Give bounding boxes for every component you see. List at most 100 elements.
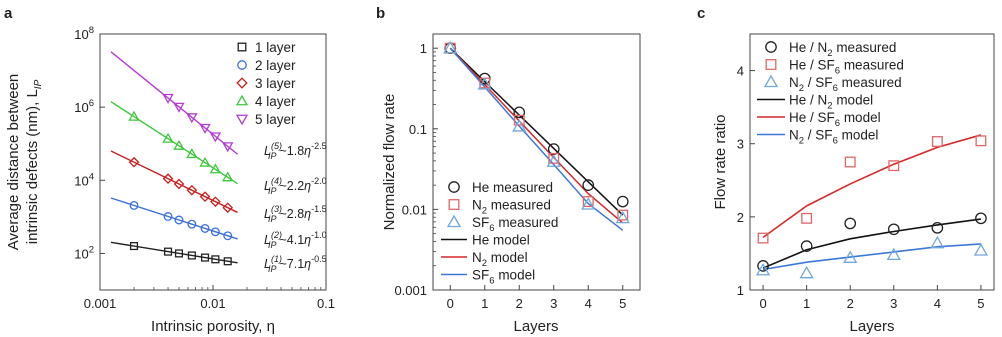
panel-c-markers <box>755 135 989 279</box>
fit-line-1-layer <box>110 241 238 264</box>
data-point <box>975 135 987 147</box>
data-point <box>615 210 630 224</box>
data-point <box>200 253 210 262</box>
data-point <box>513 106 526 119</box>
legend-marker <box>448 199 460 210</box>
x-tick-label: 0.01 <box>200 296 225 311</box>
x-tick-label: 1 <box>481 296 488 311</box>
data-point <box>128 156 140 168</box>
data-point <box>844 156 856 168</box>
data-point <box>200 223 210 233</box>
data-point <box>187 219 197 229</box>
panel-a-legend: 1 layer 2 layer 3 layer 4 layer 5 layer <box>235 40 296 127</box>
fit-equation: L(3) IP ~2.8η-1.5 <box>264 204 327 224</box>
fit-line-3-layer <box>110 150 238 214</box>
legend-label: He / SF6 model <box>789 110 881 129</box>
panel-c-model-lines <box>762 134 982 271</box>
legend-label: He / N2 model <box>789 93 873 112</box>
panel-a: a 0.001 0.01 0.1 102 104 106 108 1 layer 2 laye… <box>4 5 335 335</box>
panel-b: b 0 1 2 3 4 5 0.001 0.01 0.1 1 He measured N2 meas… <box>376 5 641 335</box>
panel-b-ticks: 0 1 2 3 4 5 0.001 0.01 0.1 1 <box>394 41 626 311</box>
data-point <box>199 156 211 167</box>
y-tick-label: 104 <box>74 171 94 188</box>
panel-c-xlabel: Layers <box>849 318 894 335</box>
x-tick-label: 4 <box>934 296 941 311</box>
panel-a-ylabel-line1: Average distance between <box>5 74 22 251</box>
data-point <box>477 77 492 90</box>
data-point <box>800 240 813 252</box>
data-point <box>443 40 458 54</box>
legend-label: He / SF6 measured <box>789 58 904 77</box>
legend-label: He model <box>472 233 530 248</box>
data-point <box>223 257 232 266</box>
model-line <box>449 47 624 216</box>
panel-a-ticks: 0.001 0.01 0.1 102 104 106 108 <box>74 25 335 311</box>
data-point <box>173 139 185 150</box>
y-tick-label: 1 <box>737 283 744 298</box>
data-point <box>163 212 173 221</box>
legend-label: 2 layer <box>255 58 296 73</box>
legend-marker <box>448 181 460 193</box>
data-point <box>187 251 196 260</box>
y-tick-label: 0.001 <box>394 283 427 298</box>
legend-label: N2 / SF6 measured <box>789 75 902 94</box>
panel-b-markers <box>443 40 630 224</box>
data-point <box>548 152 560 164</box>
x-tick-label: 1 <box>803 296 810 311</box>
data-point <box>129 242 139 251</box>
legend-marker <box>763 74 779 88</box>
data-point <box>163 247 173 256</box>
data-point <box>547 143 560 155</box>
y-tick-label: 0.1 <box>409 122 427 137</box>
legend-marker <box>765 59 777 70</box>
data-point <box>174 215 184 225</box>
legend-label: N2 / SF6 model <box>789 128 878 147</box>
y-tick-label: 2 <box>737 210 744 225</box>
fit-equation: L(4) IP ~2.2η-2.0 <box>264 176 327 196</box>
data-point <box>186 184 198 196</box>
data-point <box>222 142 234 153</box>
panel-b-axes <box>432 33 641 291</box>
data-point <box>199 123 211 134</box>
data-point <box>211 255 220 264</box>
legend-marker <box>236 77 248 89</box>
data-point <box>887 223 900 236</box>
panel-a-label: a <box>4 5 13 22</box>
panel-b-xlabel: Layers <box>513 318 558 335</box>
y-tick-label: 4 <box>737 64 744 79</box>
fit-equation: L(5) IP ~1.8η-2.5 <box>264 141 327 161</box>
legend-label: SF6 measured <box>472 215 558 234</box>
data-point <box>799 265 814 279</box>
data-point <box>162 93 174 104</box>
data-point <box>162 132 174 143</box>
legend-label: 3 layer <box>255 76 296 91</box>
fit-line-2-layer <box>110 197 238 240</box>
data-point <box>222 202 234 214</box>
data-point <box>173 178 185 190</box>
x-tick-label: 5 <box>977 296 984 311</box>
data-point <box>801 212 813 224</box>
fit-equation: L(1) IP ~7.1η-0.5 <box>264 254 327 274</box>
legend-label: N2 measured <box>472 198 551 217</box>
panel-a-annotations: L(5) IP ~1.8η-2.5 L(4) IP ~2.2η-2.0 L(3) IP ~2.8… <box>264 141 327 274</box>
x-tick-label: 3 <box>550 296 557 311</box>
x-tick-label: 4 <box>585 296 592 311</box>
y-tick-label: 1 <box>420 41 427 56</box>
legend-label: 4 layer <box>255 94 296 109</box>
fit-equation: L(2) IP ~4.1η-1.0 <box>264 230 327 250</box>
panel-c-ylabel: Flow rate ratio <box>712 114 729 209</box>
data-point <box>512 119 527 132</box>
data-point <box>129 201 139 210</box>
data-point <box>209 163 222 174</box>
model-line <box>762 134 982 238</box>
data-point <box>581 197 596 210</box>
y-tick-label: 3 <box>737 137 744 152</box>
panel-a-fits <box>110 51 239 264</box>
data-point <box>616 195 629 208</box>
data-point <box>210 227 220 237</box>
data-point <box>931 136 943 147</box>
legend-marker <box>235 114 249 126</box>
data-point <box>975 212 987 225</box>
x-tick-label: 3 <box>890 296 897 311</box>
